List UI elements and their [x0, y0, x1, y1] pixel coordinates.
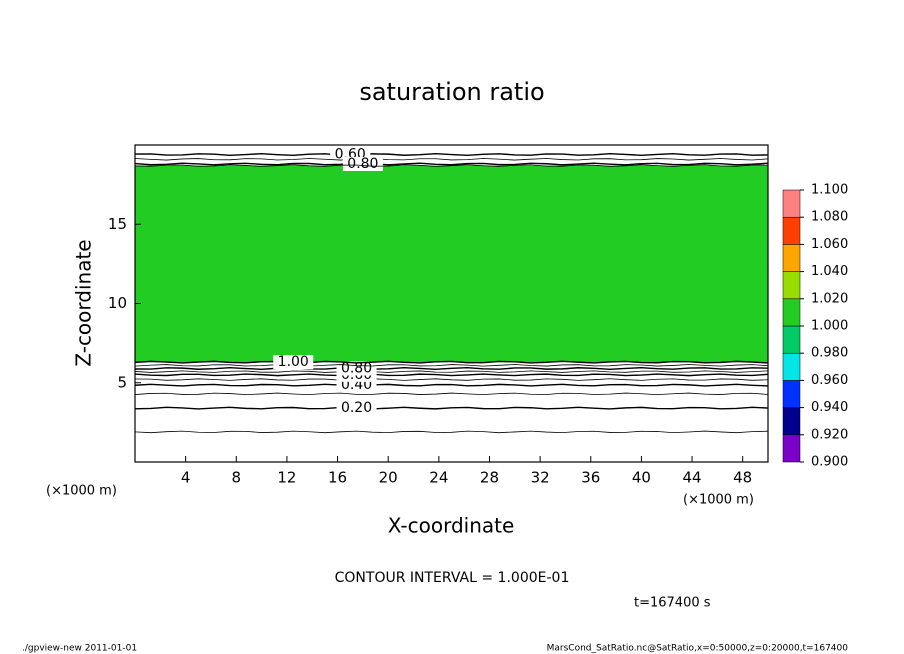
colorbar-tick-label: 1.040 — [811, 264, 848, 279]
contour-line — [134, 392, 769, 396]
y-tick-label: 10 — [108, 294, 127, 312]
x-tick-label: 24 — [429, 469, 448, 487]
x-tick-label: 12 — [277, 469, 296, 487]
contour-line — [134, 383, 769, 387]
contour-label-bg — [336, 401, 377, 416]
colorbar-swatch — [782, 434, 801, 463]
colorbar-swatch — [782, 271, 801, 300]
colorbar-tick-label: 1.100 — [811, 183, 848, 198]
footer: ./gpview-new 2011-01-01 — [22, 644, 137, 654]
colorbar-swatch — [782, 407, 801, 436]
colorbar-tick-label: 1.020 — [811, 291, 848, 306]
colorbar-swatch — [782, 325, 801, 354]
x-unit: (×1000 m) — [683, 493, 754, 508]
contour-line — [134, 406, 769, 410]
y-tick-label: 5 — [117, 373, 127, 391]
colorbar-swatch — [782, 352, 801, 381]
colorbar-tick-label: 0.920 — [811, 427, 848, 442]
contour-line — [134, 164, 769, 167]
x-tick-label: 36 — [581, 469, 600, 487]
contour-line — [134, 373, 769, 377]
colorbar-tick-label: 1.060 — [811, 237, 848, 252]
contour-label: 1.00 — [278, 354, 309, 370]
x-tick-label: 16 — [328, 469, 347, 487]
x-tick-label: 20 — [379, 469, 398, 487]
colorbar-tick-label: 1.000 — [811, 319, 848, 334]
y-tick-label: 15 — [108, 215, 127, 233]
contour-line — [134, 370, 769, 373]
time-note: t=167400 s — [634, 596, 711, 611]
contour-line — [134, 378, 769, 381]
contour-line — [134, 366, 769, 370]
contour-line — [134, 162, 769, 166]
x-axis-label: X-coordinate — [388, 514, 515, 538]
colorbar-swatch — [782, 298, 801, 327]
colorbar-swatch — [782, 380, 801, 408]
contour-line — [134, 360, 769, 364]
colorbar-swatch — [782, 244, 801, 272]
x-unit: (×1000 m) — [46, 484, 117, 499]
contour-label: 0.80 — [347, 156, 378, 172]
contour-label: 0.20 — [341, 400, 372, 416]
x-tick-label: 8 — [232, 469, 242, 487]
colorbar-tick-label: 0.900 — [811, 455, 848, 470]
contour-line — [134, 364, 769, 367]
x-tick-label: 28 — [480, 469, 499, 487]
x-tick-label: 4 — [181, 469, 191, 487]
colorbar-tick-label: 1.080 — [811, 210, 848, 225]
x-tick-label: 48 — [733, 469, 752, 487]
colorbar-tick-label: 0.960 — [811, 373, 848, 388]
contour-interval: CONTOUR INTERVAL = 1.000E-01 — [335, 570, 570, 586]
contour-line — [134, 430, 769, 434]
x-tick-label: 40 — [632, 469, 651, 487]
contour-label-bg — [342, 157, 383, 172]
x-tick-label: 44 — [682, 469, 701, 487]
contour-line — [134, 153, 769, 157]
contour-label-bg — [273, 355, 314, 370]
y-axis-label: Z-coordinate — [72, 239, 96, 366]
footer: MarsCond_SatRatio.nc@SatRatio,x=0:50000,… — [547, 644, 849, 654]
contour-line — [134, 158, 769, 161]
x-tick-label: 32 — [531, 469, 550, 487]
colorbar-tick-label: 0.980 — [811, 346, 848, 361]
contour-label: 0.80 — [341, 360, 372, 376]
colorbar-swatch — [782, 189, 801, 218]
colorbar-tick-label: 0.940 — [811, 400, 848, 415]
colorbar-swatch — [782, 216, 801, 245]
field-fill — [135, 165, 768, 363]
chart-title: saturation ratio — [359, 78, 544, 106]
